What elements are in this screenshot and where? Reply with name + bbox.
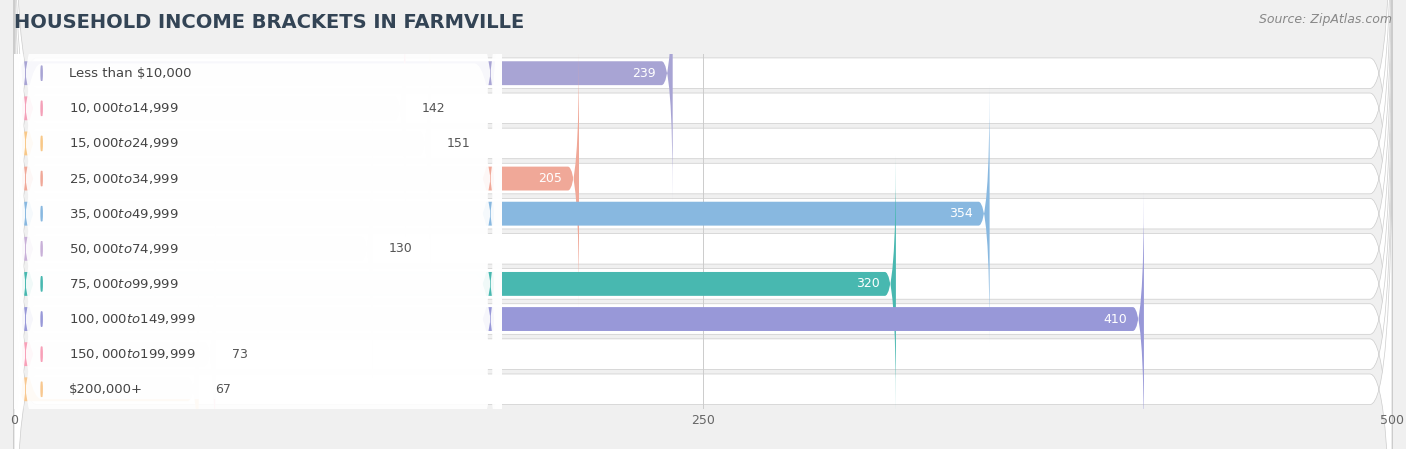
FancyBboxPatch shape bbox=[14, 0, 1392, 339]
FancyBboxPatch shape bbox=[14, 0, 1392, 449]
Text: $200,000+: $200,000+ bbox=[69, 383, 143, 396]
FancyBboxPatch shape bbox=[14, 18, 1392, 449]
FancyBboxPatch shape bbox=[14, 0, 1392, 444]
FancyBboxPatch shape bbox=[14, 0, 502, 449]
FancyBboxPatch shape bbox=[14, 53, 1392, 449]
FancyBboxPatch shape bbox=[14, 13, 502, 449]
FancyBboxPatch shape bbox=[14, 0, 405, 237]
Text: 354: 354 bbox=[949, 207, 973, 220]
Text: 67: 67 bbox=[215, 383, 231, 396]
FancyBboxPatch shape bbox=[14, 0, 502, 449]
Text: $100,000 to $149,999: $100,000 to $149,999 bbox=[69, 312, 195, 326]
FancyBboxPatch shape bbox=[14, 48, 502, 449]
Text: $35,000 to $49,999: $35,000 to $49,999 bbox=[69, 207, 179, 220]
FancyBboxPatch shape bbox=[14, 88, 1392, 449]
Text: 151: 151 bbox=[447, 137, 471, 150]
Text: 320: 320 bbox=[856, 277, 879, 291]
FancyBboxPatch shape bbox=[14, 155, 896, 413]
FancyBboxPatch shape bbox=[14, 0, 1392, 374]
Text: $150,000 to $199,999: $150,000 to $199,999 bbox=[69, 347, 195, 361]
FancyBboxPatch shape bbox=[14, 120, 373, 377]
Text: $75,000 to $99,999: $75,000 to $99,999 bbox=[69, 277, 179, 291]
FancyBboxPatch shape bbox=[14, 0, 502, 449]
Text: $10,000 to $14,999: $10,000 to $14,999 bbox=[69, 101, 179, 115]
FancyBboxPatch shape bbox=[14, 0, 502, 414]
Text: Less than $10,000: Less than $10,000 bbox=[69, 67, 191, 79]
Text: 73: 73 bbox=[232, 348, 247, 361]
FancyBboxPatch shape bbox=[14, 261, 198, 449]
FancyBboxPatch shape bbox=[14, 0, 502, 449]
Text: $15,000 to $24,999: $15,000 to $24,999 bbox=[69, 136, 179, 150]
FancyBboxPatch shape bbox=[14, 190, 1144, 448]
FancyBboxPatch shape bbox=[14, 0, 672, 202]
Text: Source: ZipAtlas.com: Source: ZipAtlas.com bbox=[1258, 13, 1392, 26]
Text: 205: 205 bbox=[538, 172, 562, 185]
Text: $25,000 to $34,999: $25,000 to $34,999 bbox=[69, 172, 179, 185]
FancyBboxPatch shape bbox=[14, 50, 579, 307]
Text: $50,000 to $74,999: $50,000 to $74,999 bbox=[69, 242, 179, 256]
FancyBboxPatch shape bbox=[14, 0, 502, 449]
FancyBboxPatch shape bbox=[14, 0, 502, 379]
FancyBboxPatch shape bbox=[14, 85, 990, 342]
Text: 130: 130 bbox=[389, 242, 412, 255]
FancyBboxPatch shape bbox=[14, 123, 1392, 449]
Text: HOUSEHOLD INCOME BRACKETS IN FARMVILLE: HOUSEHOLD INCOME BRACKETS IN FARMVILLE bbox=[14, 13, 524, 32]
FancyBboxPatch shape bbox=[14, 83, 502, 449]
FancyBboxPatch shape bbox=[14, 0, 1392, 449]
FancyBboxPatch shape bbox=[14, 15, 430, 272]
Text: 142: 142 bbox=[422, 102, 446, 115]
FancyBboxPatch shape bbox=[14, 225, 215, 449]
FancyBboxPatch shape bbox=[14, 0, 1392, 409]
Text: 410: 410 bbox=[1104, 313, 1128, 326]
Text: 239: 239 bbox=[633, 67, 657, 79]
